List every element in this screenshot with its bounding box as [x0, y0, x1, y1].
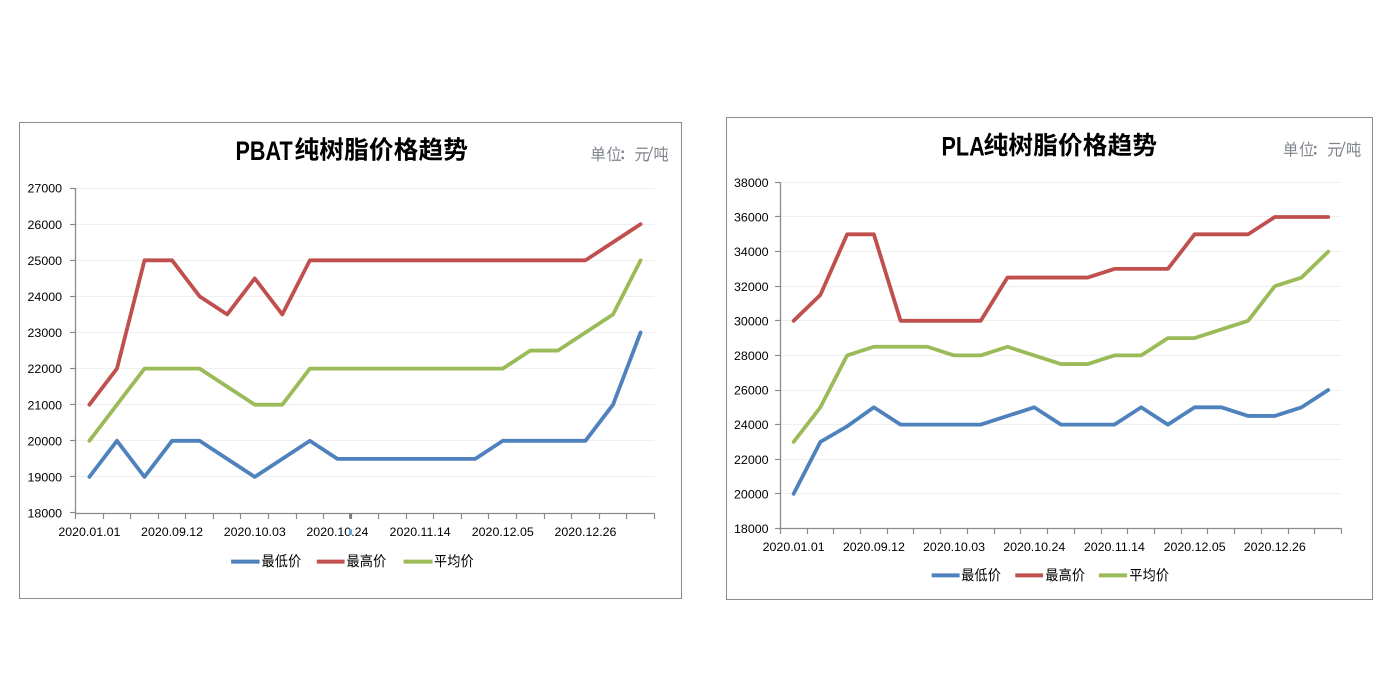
svg-text:36000: 36000 — [734, 211, 769, 225]
svg-text:PLA: PLA — [942, 132, 985, 162]
svg-text:26000: 26000 — [734, 384, 769, 398]
svg-text:20000: 20000 — [28, 434, 63, 448]
svg-text:25000: 25000 — [28, 254, 63, 268]
svg-text:24000: 24000 — [28, 290, 63, 304]
svg-text:2020.09.12: 2020.09.12 — [141, 525, 203, 539]
svg-text:PBAT: PBAT — [236, 137, 293, 167]
svg-text:27000: 27000 — [28, 182, 63, 196]
svg-text:22000: 22000 — [734, 453, 769, 467]
svg-text:23000: 23000 — [28, 326, 63, 340]
svg-text:2020.12.05: 2020.12.05 — [1164, 540, 1226, 554]
svg-text:18000: 18000 — [734, 522, 769, 536]
svg-text:28000: 28000 — [734, 349, 769, 363]
svg-text:2020.11.14: 2020.11.14 — [390, 525, 451, 539]
svg-text:2020.10.24: 2020.10.24 — [306, 525, 368, 539]
svg-text:2020.11.14: 2020.11.14 — [1084, 540, 1145, 554]
svg-text:2020.10.24: 2020.10.24 — [1003, 540, 1065, 554]
svg-text:2020.10.03: 2020.10.03 — [224, 525, 286, 539]
svg-text:20000: 20000 — [734, 487, 769, 501]
svg-text:2020.12.05: 2020.12.05 — [472, 525, 534, 539]
svg-text:30000: 30000 — [734, 314, 769, 328]
svg-text:2020.12.26: 2020.12.26 — [554, 525, 616, 539]
svg-text:22000: 22000 — [28, 362, 63, 376]
svg-text:2020.12.26: 2020.12.26 — [1244, 540, 1306, 554]
svg-text:19000: 19000 — [28, 471, 63, 485]
svg-text:21000: 21000 — [28, 398, 63, 412]
svg-text:38000: 38000 — [734, 176, 769, 190]
svg-text:24000: 24000 — [734, 418, 769, 432]
svg-text:2020.01.01: 2020.01.01 — [58, 525, 120, 539]
svg-text:2020.01.01: 2020.01.01 — [763, 540, 825, 554]
svg-text:34000: 34000 — [734, 245, 769, 259]
svg-text:18000: 18000 — [28, 507, 63, 521]
svg-text:32000: 32000 — [734, 280, 769, 294]
svg-text:26000: 26000 — [28, 218, 63, 232]
svg-text:2020.10.03: 2020.10.03 — [923, 540, 985, 554]
svg-text:2020.09.12: 2020.09.12 — [843, 540, 905, 554]
